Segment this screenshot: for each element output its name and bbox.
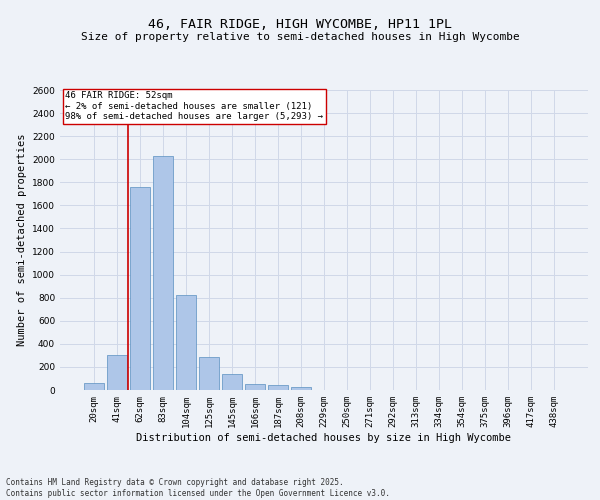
Bar xyxy=(199,357,218,390)
Bar xyxy=(222,374,242,390)
Bar xyxy=(130,187,149,390)
Bar xyxy=(153,156,173,390)
Bar xyxy=(268,385,288,390)
Bar xyxy=(291,386,311,390)
Text: 46 FAIR RIDGE: 52sqm
← 2% of semi-detached houses are smaller (121)
98% of semi-: 46 FAIR RIDGE: 52sqm ← 2% of semi-detach… xyxy=(65,92,323,122)
Text: Size of property relative to semi-detached houses in High Wycombe: Size of property relative to semi-detach… xyxy=(80,32,520,42)
X-axis label: Distribution of semi-detached houses by size in High Wycombe: Distribution of semi-detached houses by … xyxy=(137,432,511,442)
Text: 46, FAIR RIDGE, HIGH WYCOMBE, HP11 1PL: 46, FAIR RIDGE, HIGH WYCOMBE, HP11 1PL xyxy=(148,18,452,30)
Bar xyxy=(84,383,104,390)
Bar xyxy=(107,356,127,390)
Y-axis label: Number of semi-detached properties: Number of semi-detached properties xyxy=(17,134,26,346)
Bar xyxy=(245,384,265,390)
Text: Contains HM Land Registry data © Crown copyright and database right 2025.
Contai: Contains HM Land Registry data © Crown c… xyxy=(6,478,390,498)
Bar xyxy=(176,296,196,390)
